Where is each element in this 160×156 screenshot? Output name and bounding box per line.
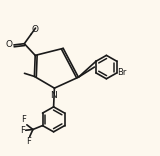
Text: N: N	[50, 91, 57, 100]
Text: O: O	[31, 25, 38, 34]
Text: F: F	[26, 137, 31, 146]
Text: Br: Br	[118, 68, 127, 77]
Text: O: O	[5, 40, 12, 49]
Text: F: F	[20, 126, 25, 135]
Text: F: F	[21, 115, 26, 124]
